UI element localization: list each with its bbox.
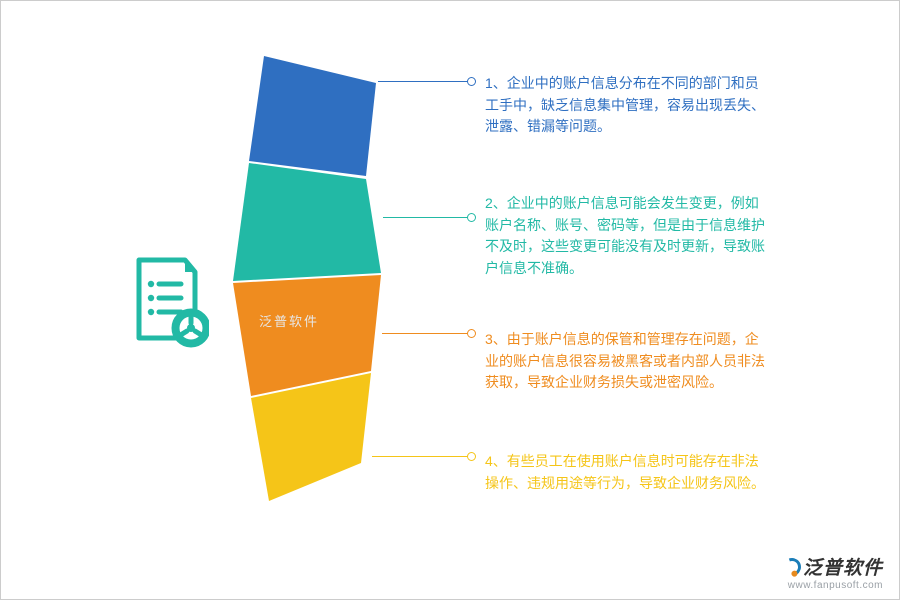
document-steering-icon xyxy=(131,256,209,353)
segment-1 xyxy=(249,56,376,176)
leader-dot-3 xyxy=(467,329,476,338)
leader-dot-4 xyxy=(467,452,476,461)
leader-line-3 xyxy=(382,333,471,334)
text-block-4: 4、有些员工在使用账户信息时可能存在非法操作、违规用途等行为，导致企业财务风险。 xyxy=(485,451,765,494)
text-block-1: 1、企业中的账户信息分布在不同的部门和员工手中，缺乏信息集中管理，容易出现丢失、… xyxy=(485,73,765,138)
infographic-canvas: 泛普软件 1、企业中的账户信息分布在不同的部门和员工手中，缺乏信息集中管理，容易… xyxy=(0,0,900,600)
leader-dot-2 xyxy=(467,213,476,222)
brand-name-text: 泛普软件 xyxy=(803,558,883,579)
text-block-2: 2、企业中的账户信息可能会发生变更，例如账户名称、账号、密码等，但是由于信息维护… xyxy=(485,193,765,280)
brand-logo: 泛普软件 www.fanpusoft.com xyxy=(783,553,883,591)
leader-line-4 xyxy=(372,456,471,457)
watermark-text: 泛普软件 xyxy=(259,311,319,330)
brand-swirl-icon xyxy=(780,555,804,579)
text-block-3: 3、由于账户信息的保管和管理存在问题，企业的账户信息很容易被黑客或者内部人员非法… xyxy=(485,329,765,394)
brand-url: www.fanpusoft.com xyxy=(783,580,883,591)
segment-2 xyxy=(233,163,381,281)
leader-line-2 xyxy=(383,217,471,218)
brand-name: 泛普软件 xyxy=(783,553,883,580)
leader-dot-1 xyxy=(467,77,476,86)
leader-line-1 xyxy=(378,81,471,82)
